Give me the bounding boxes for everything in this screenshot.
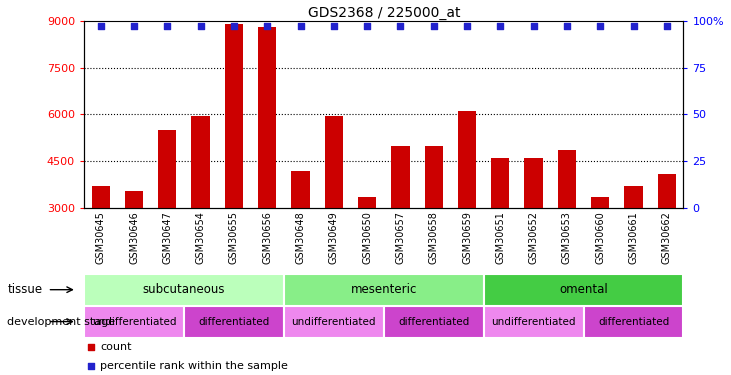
Bar — [358, 197, 376, 302]
Bar — [325, 116, 343, 302]
Bar — [484, 274, 683, 306]
Point — [428, 23, 439, 29]
Text: undifferentiated: undifferentiated — [491, 316, 576, 327]
Text: GSM30659: GSM30659 — [462, 211, 472, 264]
Text: GSM30657: GSM30657 — [395, 211, 406, 264]
Bar — [658, 174, 676, 302]
Text: GSM30651: GSM30651 — [496, 211, 505, 264]
Bar — [84, 306, 184, 338]
Text: differentiated: differentiated — [598, 316, 669, 327]
Text: differentiated: differentiated — [198, 316, 270, 327]
Point — [162, 23, 173, 29]
Text: GSM30660: GSM30660 — [595, 211, 605, 264]
Bar — [192, 116, 210, 302]
Bar — [391, 146, 409, 302]
Point — [295, 23, 306, 29]
Bar — [292, 171, 310, 302]
Text: GSM30649: GSM30649 — [329, 211, 339, 264]
Bar — [591, 197, 610, 302]
Text: GSM30661: GSM30661 — [629, 211, 639, 264]
Bar — [624, 186, 643, 302]
Point — [594, 23, 606, 29]
Point — [228, 23, 240, 29]
Text: GSM30645: GSM30645 — [96, 211, 106, 264]
Text: GSM30653: GSM30653 — [562, 211, 572, 264]
Point — [461, 23, 473, 29]
Text: GSM30646: GSM30646 — [129, 211, 139, 264]
Point — [395, 23, 406, 29]
Text: mesenteric: mesenteric — [351, 283, 417, 296]
Text: GSM30656: GSM30656 — [262, 211, 272, 264]
Point — [128, 23, 140, 29]
Text: count: count — [100, 342, 132, 352]
Bar — [384, 306, 484, 338]
Bar — [558, 150, 576, 302]
Point — [323, 268, 335, 274]
Point — [194, 23, 206, 29]
Bar — [524, 158, 543, 302]
Bar — [125, 191, 143, 302]
Text: percentile rank within the sample: percentile rank within the sample — [100, 361, 288, 370]
Point — [328, 23, 340, 29]
Bar — [484, 306, 583, 338]
Title: GDS2368 / 225000_at: GDS2368 / 225000_at — [308, 6, 460, 20]
Point — [262, 23, 273, 29]
Bar — [583, 306, 683, 338]
Point — [628, 23, 640, 29]
Text: GSM30655: GSM30655 — [229, 211, 239, 264]
Bar — [184, 306, 284, 338]
Bar — [425, 146, 443, 302]
Point — [494, 23, 506, 29]
Text: GSM30648: GSM30648 — [295, 211, 306, 264]
Text: GSM30662: GSM30662 — [662, 211, 672, 264]
Bar — [224, 24, 243, 302]
Bar — [84, 274, 284, 306]
Text: differentiated: differentiated — [398, 316, 469, 327]
Bar — [158, 130, 176, 302]
Text: undifferentiated: undifferentiated — [292, 316, 376, 327]
Text: undifferentiated: undifferentiated — [92, 316, 176, 327]
Point — [323, 98, 335, 104]
Point — [528, 23, 539, 29]
Point — [95, 23, 107, 29]
Text: GSM30652: GSM30652 — [529, 211, 539, 264]
Text: subcutaneous: subcutaneous — [143, 283, 225, 296]
Text: omental: omental — [559, 283, 608, 296]
Text: GSM30650: GSM30650 — [362, 211, 372, 264]
Bar — [91, 186, 110, 302]
Bar — [284, 274, 484, 306]
Text: GSM30647: GSM30647 — [162, 211, 173, 264]
Text: tissue: tissue — [7, 283, 42, 296]
Bar — [258, 27, 276, 302]
Text: development stage: development stage — [7, 316, 115, 327]
Bar — [458, 111, 476, 302]
Point — [661, 23, 673, 29]
Point — [361, 23, 373, 29]
Text: GSM30654: GSM30654 — [196, 211, 205, 264]
Bar — [284, 306, 384, 338]
Text: GSM30658: GSM30658 — [428, 211, 439, 264]
Bar — [491, 158, 510, 302]
Point — [561, 23, 573, 29]
